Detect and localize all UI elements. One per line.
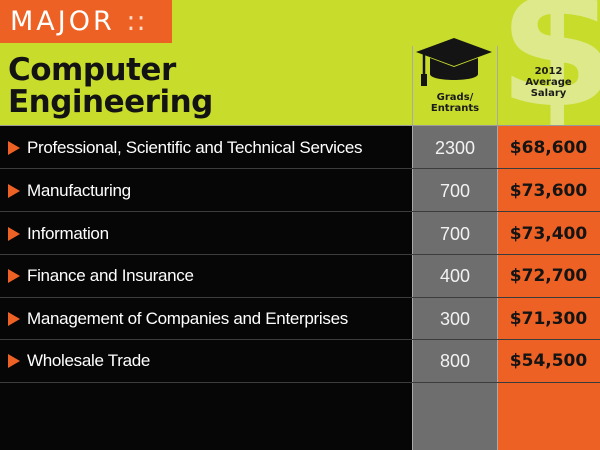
- salary-value: $54,500: [509, 351, 588, 371]
- grads-value: 400: [439, 266, 471, 286]
- arrow-right-icon: [8, 269, 20, 283]
- title-line-1: Computer: [8, 52, 176, 88]
- major-tag: MAJOR ::: [0, 0, 172, 43]
- grads-value: 300: [439, 309, 471, 329]
- arrow-right-icon: [8, 141, 20, 155]
- grads-column-header: Grads/ Entrants: [413, 92, 497, 114]
- row-divider: [0, 297, 600, 298]
- grads-header-line-1: Grads/: [436, 92, 474, 103]
- industry-label: Finance and Insurance: [27, 266, 194, 285]
- arrow-right-icon: [8, 312, 20, 326]
- major-tag-text: MAJOR: [10, 6, 115, 37]
- industry-label: Professional, Scientific and Technical S…: [27, 138, 363, 157]
- industry-label: Wholesale Trade: [27, 351, 151, 370]
- title-line-2: Engineering: [8, 84, 213, 120]
- row-divider: [0, 168, 600, 169]
- table-row: Wholesale Trade 800 $54,500: [0, 340, 600, 382]
- salary-value: $71,300: [509, 309, 588, 329]
- grads-value: 700: [439, 181, 471, 201]
- row-divider: [0, 254, 600, 255]
- grads-value: 2300: [434, 138, 476, 158]
- major-tag-dots: ::: [126, 6, 147, 37]
- arrow-right-icon: [8, 184, 20, 198]
- table-row: Manufacturing 700 $73,600: [0, 170, 600, 212]
- salary-value: $68,600: [509, 138, 588, 158]
- row-divider: [0, 339, 600, 340]
- salary-value: $72,700: [509, 266, 588, 286]
- grads-value: 700: [439, 224, 471, 244]
- table-row: Professional, Scientific and Technical S…: [0, 127, 600, 169]
- page-title: Computer Engineering: [8, 54, 213, 118]
- table-row: Finance and Insurance 400 $72,700: [0, 255, 600, 297]
- industry-label: Management of Companies and Enterprises: [27, 309, 348, 328]
- row-divider: [0, 211, 600, 212]
- table-row: Information 700 $73,400: [0, 213, 600, 255]
- grads-column-band: [413, 125, 497, 450]
- arrow-right-icon: [8, 227, 20, 241]
- salary-header-line-3: Salary: [530, 88, 567, 99]
- column-divider: [412, 46, 413, 450]
- row-divider: [0, 125, 600, 126]
- salary-header-line-1: 2012: [534, 66, 563, 77]
- dollar-sign-icon: $: [498, 0, 600, 125]
- arrow-right-icon: [8, 354, 20, 368]
- column-divider: [497, 46, 498, 450]
- salary-header-line-2: Average: [525, 77, 572, 88]
- row-divider: [0, 382, 600, 383]
- graduation-cap-icon: [416, 38, 492, 86]
- table-row: Management of Companies and Enterprises …: [0, 298, 600, 340]
- grads-header-line-2: Entrants: [430, 103, 480, 114]
- salary-column-band: [497, 125, 600, 450]
- header-banner: $ MAJOR :: Computer Engineering: [0, 0, 600, 125]
- salary-value: $73,600: [509, 181, 588, 201]
- industry-label: Manufacturing: [27, 181, 131, 200]
- salary-column-header: 2012 Average Salary: [497, 66, 600, 99]
- salary-value: $73,400: [509, 224, 588, 244]
- grads-value: 800: [439, 351, 471, 371]
- industry-label: Information: [27, 224, 109, 243]
